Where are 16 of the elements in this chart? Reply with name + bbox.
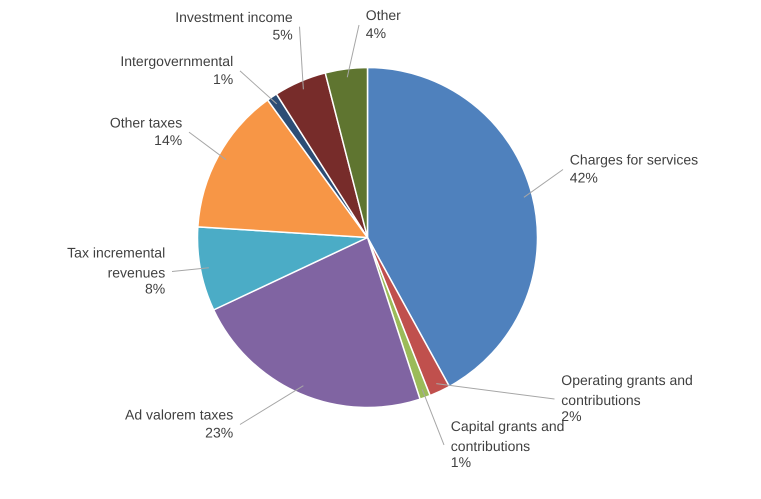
data-label: 1% xyxy=(212,70,234,87)
data-label: 1% xyxy=(450,454,472,470)
data-label: 5% xyxy=(272,26,293,43)
slice-label: Intergovernmental xyxy=(120,53,234,70)
data-label: 42% xyxy=(570,170,598,186)
slice-label: Investment income xyxy=(175,8,293,25)
slice-label: Tax incremental revenues xyxy=(67,244,166,281)
slice-label: Ad valorem taxes xyxy=(125,406,234,423)
data-label: 23% xyxy=(205,424,234,440)
data-label: 4% xyxy=(366,25,386,41)
slice-label: Operating grants and contributions xyxy=(561,372,693,408)
data-label: 8% xyxy=(144,280,166,296)
slice-label: Other taxes xyxy=(110,114,182,130)
slice-label: Charges for services xyxy=(570,152,698,168)
slice-label: Other xyxy=(366,7,402,24)
data-label: 14% xyxy=(154,132,182,148)
